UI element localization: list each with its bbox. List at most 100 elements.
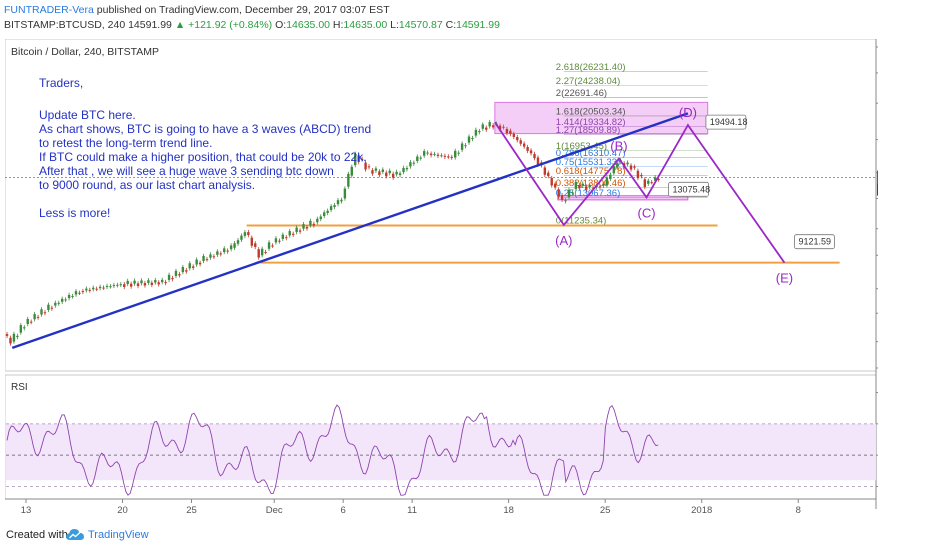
candle-body <box>409 162 412 167</box>
candle-body <box>85 288 88 291</box>
candle-body <box>188 263 191 269</box>
candle-body <box>557 189 560 197</box>
candle-body <box>160 279 164 283</box>
note-line: Traders, <box>39 76 84 90</box>
candle-body <box>202 255 205 261</box>
candle-body <box>571 192 574 194</box>
price-callout-box <box>705 114 747 130</box>
price-callout-box <box>794 234 835 250</box>
fib-level-label: 0.382(13800.46) <box>556 178 626 189</box>
footer-bar <box>0 524 932 550</box>
candle-body <box>574 181 578 189</box>
candle-body <box>254 243 257 247</box>
candle-body <box>88 289 91 291</box>
candle-body <box>288 231 291 236</box>
candle-body <box>478 131 481 133</box>
rsi-band <box>6 423 876 481</box>
wave-label: (D) <box>679 105 697 120</box>
candle-body <box>367 166 371 168</box>
candle-body <box>285 237 288 239</box>
candle-body <box>347 173 350 187</box>
fib-level-label: 2.618(26231.40) <box>556 62 626 73</box>
time-tick-label: 11 <box>407 505 417 516</box>
price-callout-label: 13075.48 <box>673 184 711 194</box>
candle-body <box>429 153 433 156</box>
candle-body <box>512 133 516 137</box>
candle-body <box>123 284 126 288</box>
candle-body <box>567 189 571 198</box>
candle-body <box>26 318 29 325</box>
candle-body <box>464 145 467 147</box>
fib-level-label: 2.27(24238.04) <box>556 76 620 87</box>
candle-body <box>147 280 150 283</box>
candle-body <box>405 167 409 170</box>
author-link[interactable]: FUNTRADER-Vera <box>4 4 94 16</box>
symbol-text: BITSTAMP:BTCUSD, 240 <box>4 19 126 31</box>
chart-svg[interactable]: Bitcoin / Dollar, 240, BITSTAMP30000.002… <box>5 39 878 524</box>
candle-body <box>67 294 71 299</box>
candle-body <box>505 129 509 134</box>
candle-body <box>502 126 505 128</box>
candle-body <box>343 188 347 199</box>
candle-body <box>402 167 405 173</box>
candle-body <box>223 248 226 253</box>
candle-body <box>378 171 381 176</box>
candle-body <box>150 282 154 285</box>
tradingview-brand-link[interactable]: TradingView <box>88 529 149 541</box>
candle-body <box>412 162 416 164</box>
candle-body <box>250 237 254 246</box>
candle-body <box>450 156 453 158</box>
candle-body <box>133 280 136 284</box>
chart-header: FUNTRADER-Vera published on TradingView.… <box>0 0 932 34</box>
candle-body <box>578 185 581 189</box>
candle-body <box>195 259 198 265</box>
created-with-text: Created with <box>6 529 68 541</box>
note-line: to 9000 round, as our last chart analysi… <box>39 178 256 192</box>
candle-body <box>119 284 123 286</box>
price-pane-frame <box>5 39 877 372</box>
candle-body <box>226 250 229 252</box>
candle-body <box>526 146 529 151</box>
price-callout-label: 9121.59 <box>798 237 831 247</box>
candle-body <box>522 143 526 147</box>
candle-body <box>509 130 512 135</box>
candle-body <box>140 280 143 284</box>
candle-body <box>136 283 140 287</box>
candle-body <box>295 227 298 233</box>
candle-body <box>154 280 157 283</box>
candle-body <box>102 287 105 289</box>
candle-body <box>305 227 309 229</box>
candle-body <box>333 205 336 208</box>
candle-body <box>643 179 647 187</box>
candle-body <box>112 285 116 287</box>
symbol-line: BITSTAMP:BTCUSD, 240 14591.99 ▲ +121.92 … <box>4 19 500 31</box>
candle-body <box>443 155 447 157</box>
candle-body <box>43 312 47 314</box>
candle-body <box>564 200 567 202</box>
candle-body <box>488 122 491 127</box>
candle-body <box>236 240 240 244</box>
candle-body <box>302 224 305 229</box>
note-line: to retest the long-term trend line. <box>39 136 213 150</box>
candle-body <box>516 137 519 141</box>
note-line: As chart shows, BTC is going to have a 3… <box>39 122 372 136</box>
candle-body <box>281 234 285 239</box>
candle-body <box>95 288 98 290</box>
wave-label: (E) <box>776 271 793 286</box>
candle-body <box>219 253 222 255</box>
chart-area[interactable]: Bitcoin / Dollar, 240, BITSTAMP30000.002… <box>5 39 878 524</box>
candle-body <box>647 180 650 184</box>
candle-body <box>243 232 247 236</box>
tradingview-cloud-icon[interactable] <box>66 528 84 542</box>
candle-body <box>240 235 243 240</box>
candle-body <box>474 129 478 136</box>
candle-body <box>433 153 436 155</box>
candle-body <box>609 174 612 180</box>
note-line: Less is more! <box>39 206 111 220</box>
candle-body <box>36 316 40 318</box>
countdown-tag <box>877 183 878 196</box>
candle-body <box>16 335 19 338</box>
close-value: 14591.99 <box>456 19 500 31</box>
candle-body <box>398 173 402 175</box>
candle-body <box>312 223 316 226</box>
